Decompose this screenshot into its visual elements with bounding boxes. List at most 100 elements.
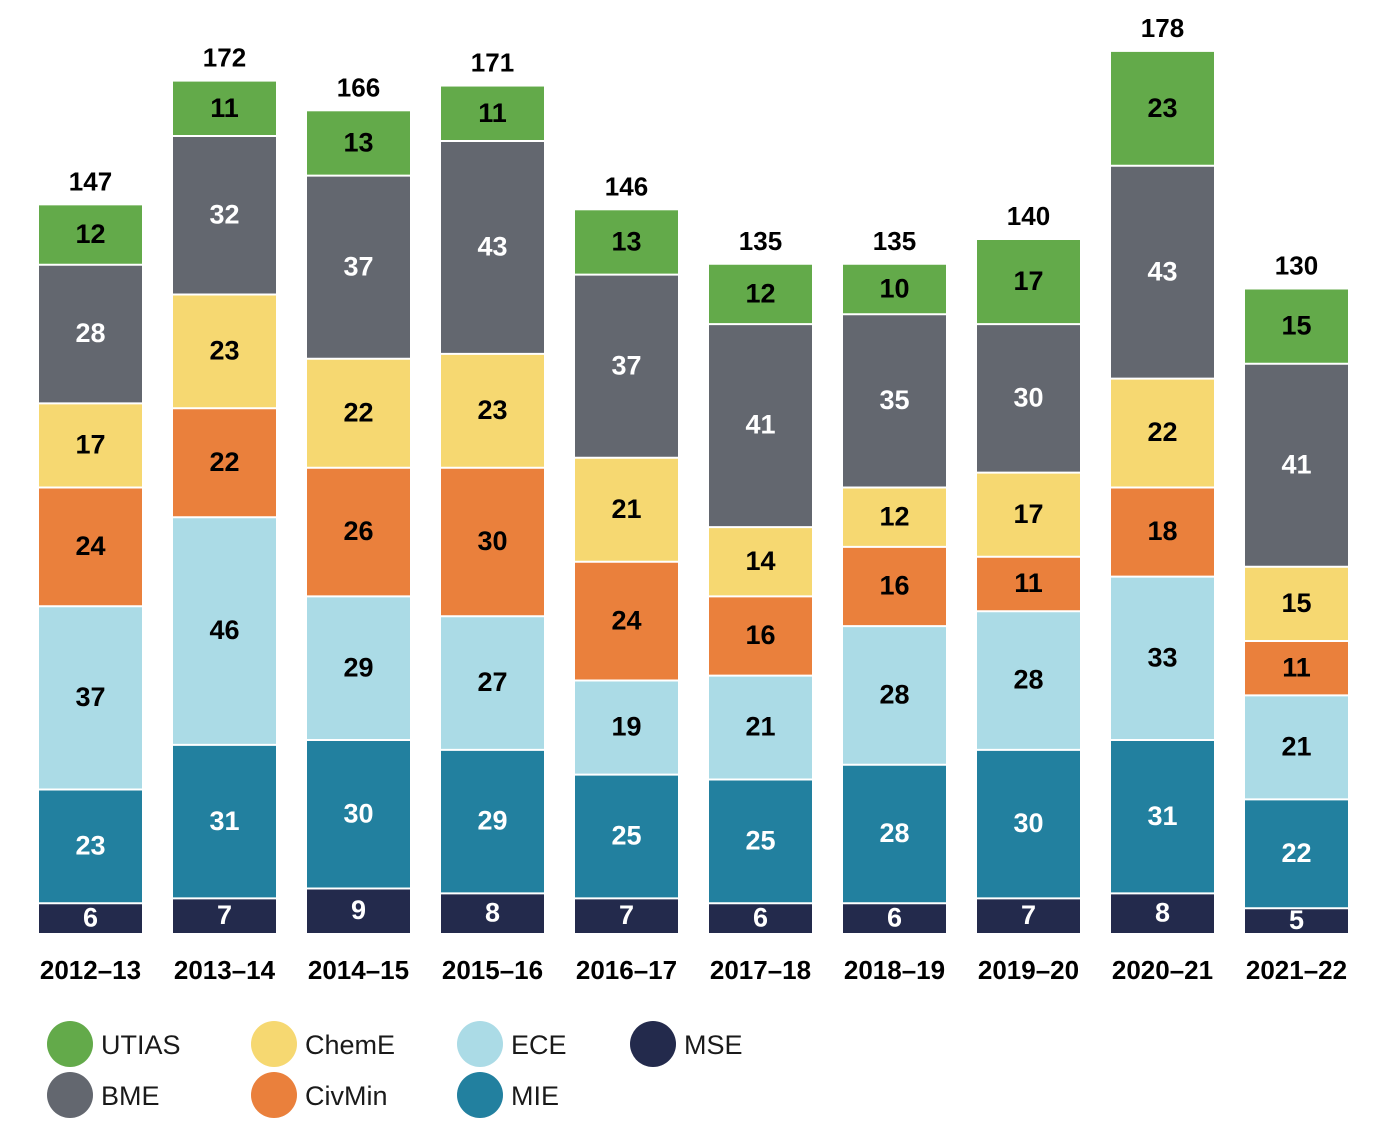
legend-label-cheme: ChemE — [305, 1030, 395, 1060]
x-tick-label-2021-22: 2021–22 — [1246, 955, 1347, 985]
bar-2020-21: 8 31 33 18 22 43 23 178 — [1111, 13, 1214, 933]
legend-swatch-ece — [457, 1021, 503, 1067]
legend-swatch-bme — [47, 1072, 93, 1118]
bars-group: 6233724172812147731462223321117293029262… — [39, 13, 1348, 935]
total-label-2012-13: 147 — [69, 166, 112, 196]
segment-ece-2018-19 — [843, 626, 946, 765]
segment-cheme-2018-19 — [843, 487, 946, 547]
total-label-2013-14: 172 — [203, 43, 246, 73]
segment-mse-2017-18 — [709, 903, 812, 933]
segment-utias-2013-14 — [173, 81, 276, 137]
value-label-cheme-2013-14: 23 — [209, 335, 239, 365]
segment-bme-2018-19 — [843, 314, 946, 488]
value-label-cheme-2016-17: 21 — [611, 494, 641, 524]
x-tick-label-2019-20: 2019–20 — [978, 955, 1079, 985]
bar-2018-19: 6 28 28 16 12 35 10 135 — [843, 226, 946, 933]
value-label-civmin-2020-21: 18 — [1147, 516, 1177, 546]
value-label-mse-2017-18: 6 — [753, 902, 768, 932]
total-label-2014-15: 166 — [337, 72, 380, 102]
value-label-cheme-2012-13: 17 — [75, 430, 105, 460]
x-tick-label-2012-13: 2012–13 — [40, 955, 141, 985]
legend-swatch-cheme — [251, 1021, 297, 1067]
value-label-civmin-2017-18: 16 — [745, 620, 775, 650]
value-label-cheme-2015-16: 23 — [477, 395, 507, 425]
segment-cheme-2014-15 — [307, 358, 410, 468]
segment-utias-2016-17 — [575, 210, 678, 275]
legend-label-ece: ECE — [511, 1030, 567, 1060]
value-label-utias-2013-14: 11 — [210, 93, 239, 123]
legend-item-ece: ECE — [457, 1021, 567, 1067]
value-label-utias-2016-17: 13 — [611, 227, 641, 257]
value-label-bme-2016-17: 37 — [611, 350, 641, 380]
segment-bme-2020-21 — [1111, 165, 1214, 379]
segment-civmin-2017-18 — [709, 596, 812, 676]
legend-swatch-civmin — [251, 1072, 297, 1118]
legend-swatch-mse — [630, 1021, 676, 1067]
value-label-utias-2019-20: 17 — [1013, 266, 1043, 296]
value-label-civmin-2015-16: 30 — [477, 526, 507, 556]
legend-label-utias: UTIAS — [101, 1030, 181, 1060]
value-label-cheme-2021-22: 15 — [1281, 588, 1311, 618]
value-label-ece-2015-16: 27 — [477, 667, 507, 697]
segment-mse-2018-19 — [843, 903, 946, 933]
value-label-mie-2016-17: 25 — [611, 821, 641, 851]
legend-label-bme: BME — [101, 1081, 160, 1111]
value-label-utias-2015-16: 11 — [478, 98, 507, 128]
segment-mse-2021-22 — [1245, 908, 1348, 933]
value-label-civmin-2019-20: 11 — [1014, 568, 1043, 598]
value-label-utias-2014-15: 13 — [343, 128, 373, 158]
total-label-2015-16: 171 — [471, 48, 514, 78]
legend-item-mie: MIE — [457, 1072, 559, 1118]
value-label-utias-2021-22: 15 — [1281, 311, 1311, 341]
segment-cheme-2017-18 — [709, 527, 812, 597]
segment-ece-2019-20 — [977, 611, 1080, 750]
segment-mie-2017-18 — [709, 779, 812, 904]
legend-label-mse: MSE — [684, 1030, 743, 1060]
value-label-mie-2014-15: 30 — [343, 798, 373, 828]
segment-mie-2019-20 — [977, 749, 1080, 899]
segment-cheme-2016-17 — [575, 457, 678, 562]
value-label-mie-2017-18: 25 — [745, 826, 775, 856]
value-label-cheme-2019-20: 17 — [1013, 499, 1043, 529]
value-label-mse-2020-21: 8 — [1155, 897, 1170, 927]
value-label-mse-2012-13: 6 — [83, 902, 98, 932]
value-label-ece-2018-19: 28 — [879, 680, 909, 710]
value-label-mse-2016-17: 7 — [619, 900, 634, 930]
bar-2017-18: 6 25 21 16 14 41 12 135 — [709, 226, 812, 933]
value-label-ece-2013-14: 46 — [209, 615, 239, 645]
segment-civmin-2012-13 — [39, 487, 142, 607]
bar-2019-20: 7 30 28 11 17 30 17 140 — [977, 201, 1080, 933]
legend-item-bme: BME — [47, 1072, 160, 1118]
segment-utias-2020-21 — [1111, 51, 1214, 166]
segment-cheme-2021-22 — [1245, 566, 1348, 641]
x-tick-label-2013-14: 2013–14 — [174, 955, 276, 985]
segment-utias-2017-18 — [709, 264, 812, 325]
segment-cheme-2013-14 — [173, 294, 276, 409]
value-label-utias-2020-21: 23 — [1147, 93, 1177, 123]
bar-2015-16: 8 29 27 30 23 43 11 171 — [441, 48, 544, 933]
segment-utias-2014-15 — [307, 111, 410, 176]
segment-ece-2013-14 — [173, 517, 276, 745]
segment-ece-2012-13 — [39, 606, 142, 790]
x-tick-label-2018-19: 2018–19 — [844, 955, 945, 985]
segment-mse-2016-17 — [575, 898, 678, 933]
value-label-mse-2018-19: 6 — [887, 902, 902, 932]
segment-mie-2014-15 — [307, 739, 410, 889]
segment-mse-2019-20 — [977, 898, 1080, 933]
value-label-civmin-2018-19: 16 — [879, 571, 909, 601]
value-label-mse-2021-22: 5 — [1289, 905, 1304, 935]
segment-mie-2018-19 — [843, 764, 946, 904]
segment-mse-2015-16 — [441, 893, 544, 933]
value-label-cheme-2014-15: 22 — [343, 397, 373, 427]
x-tick-label-2017-18: 2017–18 — [710, 955, 811, 985]
value-label-mie-2013-14: 31 — [209, 806, 239, 836]
value-label-civmin-2014-15: 26 — [343, 516, 373, 546]
total-label-2021-22: 130 — [1275, 251, 1318, 281]
segment-ece-2015-16 — [441, 616, 544, 750]
segment-cheme-2019-20 — [977, 472, 1080, 557]
value-label-ece-2020-21: 33 — [1147, 642, 1177, 672]
segment-bme-2021-22 — [1245, 363, 1348, 567]
bar-2012-13: 6 23 37 24 17 28 12 147 — [39, 166, 142, 933]
segment-mie-2015-16 — [441, 749, 544, 894]
segment-utias-2021-22 — [1245, 289, 1348, 364]
